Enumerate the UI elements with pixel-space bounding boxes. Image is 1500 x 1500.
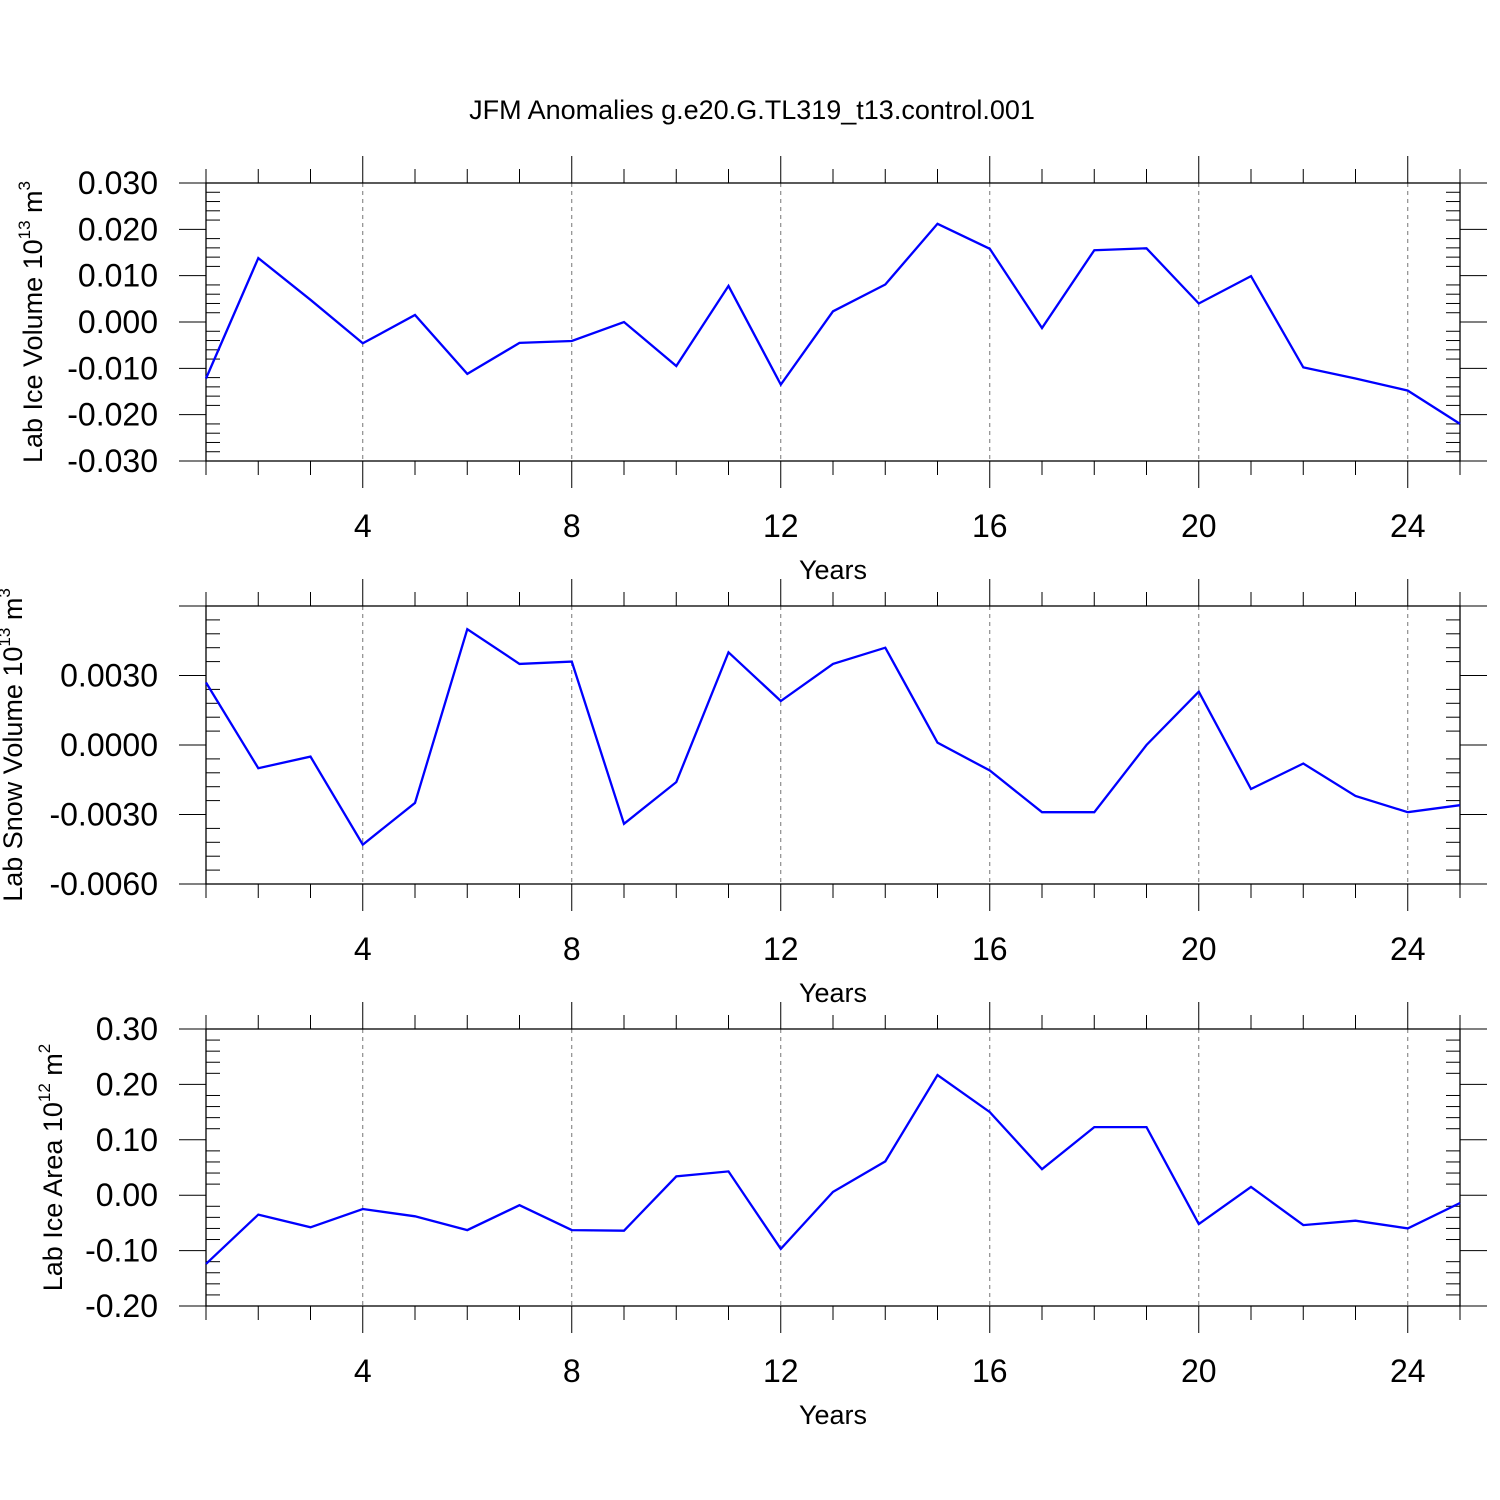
y-tick-label: -0.10 [85,1233,158,1269]
y-tick-label: 0.00 [96,1177,158,1213]
x-tick-label: 16 [972,1353,1008,1389]
y-axis-label-exponent: 12 [35,1083,54,1102]
x-tick-label: 16 [972,508,1008,544]
y-axis-label: Lab Ice Area 1012 m2 [35,1044,68,1292]
x-axis-label: Years [799,555,867,585]
y-axis-label: Lab Ice Volume 1013 m3 [15,181,48,463]
series-line [205,1073,1461,1265]
x-axis-label: Years [799,978,867,1008]
y-axis-label-unit-text: m [18,190,48,213]
y-axis-label-unit-exponent: 3 [0,588,14,597]
plot-frame [205,605,1461,885]
y-tick-label: 0.30 [96,1011,158,1047]
x-axis-label: Years [799,1400,867,1430]
y-tick-label: 0.020 [78,211,158,247]
y-axis-label: Lab Snow Volume 1013 m3 [0,588,28,902]
y-axis-label-unit-text: m [0,598,28,621]
x-tick-label: 4 [354,508,372,544]
y-axis-label-exponent: 13 [15,220,34,239]
y-axis-label-exponent: 13 [0,628,14,647]
y-tick-label: -0.020 [67,397,158,433]
x-tick-label: 24 [1390,931,1426,967]
y-axis-label-text: Lab Ice Volume 10 [18,239,48,463]
x-tick-label: 24 [1390,508,1426,544]
y-tick-label: 0.000 [78,304,158,340]
y-axis-label-text: Lab Snow Volume 10 [0,647,28,902]
y-axis-label-unit-exponent: 2 [35,1044,54,1053]
y-axis-label-unit [38,1076,68,1084]
x-tick-label: 12 [763,508,799,544]
y-tick-label: 0.030 [78,165,158,201]
panels: -0.030 -0.020 -0.010 0.000 0.010 0.020 0.030 4 8… [0,156,1487,1430]
y-tick-label: -0.0060 [49,866,158,902]
x-tick-label: 16 [972,931,1008,967]
y-axis-label-unit-exponent: 3 [15,181,34,190]
x-tick-label: 12 [763,1353,799,1389]
x-tick-label: 4 [354,1353,372,1389]
x-tick-label: 8 [563,508,581,544]
x-tick-label: 4 [354,931,372,967]
panel-1: -0.030 -0.020 -0.010 0.000 0.010 0.020 0.030 4 8… [15,156,1487,585]
y-tick-label: -0.010 [67,350,158,386]
y-tick-label: 0.10 [96,1122,158,1158]
y-axis-label-text: Lab Ice Area 10 [38,1102,68,1291]
y-tick-label: 0.0030 [60,658,158,694]
x-tick-label: 20 [1181,508,1217,544]
y-tick-label: 0.0000 [60,727,158,763]
figure-title: JFM Anomalies g.e20.G.TL319_t13.control.… [469,95,1035,125]
y-axis-label-unit [0,620,28,628]
x-tick-label: 8 [563,931,581,967]
x-tick-label: 24 [1390,1353,1426,1389]
plot-frame [205,182,1461,462]
y-tick-label: -0.20 [85,1288,158,1324]
series-line [205,627,1461,847]
x-tick-label: 20 [1181,1353,1217,1389]
x-tick-label: 20 [1181,931,1217,967]
y-tick-label: -0.0030 [49,797,158,833]
plot-frame [205,1028,1461,1307]
y-tick-label: 0.010 [78,258,158,294]
panel-3: -0.20 -0.10 0.00 0.10 0.20 0.30 4 8 12 16 20 24 Year… [35,1002,1487,1430]
x-tick-label: 12 [763,931,799,967]
y-axis-label-unit-text: m [38,1053,68,1076]
y-axis-label-unit [18,213,48,221]
y-tick-label: 0.20 [96,1066,158,1102]
series-line [204,222,1461,425]
y-tick-label: -0.030 [67,443,158,479]
x-tick-label: 8 [563,1353,581,1389]
panel-2: -0.0060 -0.0030 0.0000 0.0030 4 8 12 16 20 24 Year… [0,579,1487,1008]
